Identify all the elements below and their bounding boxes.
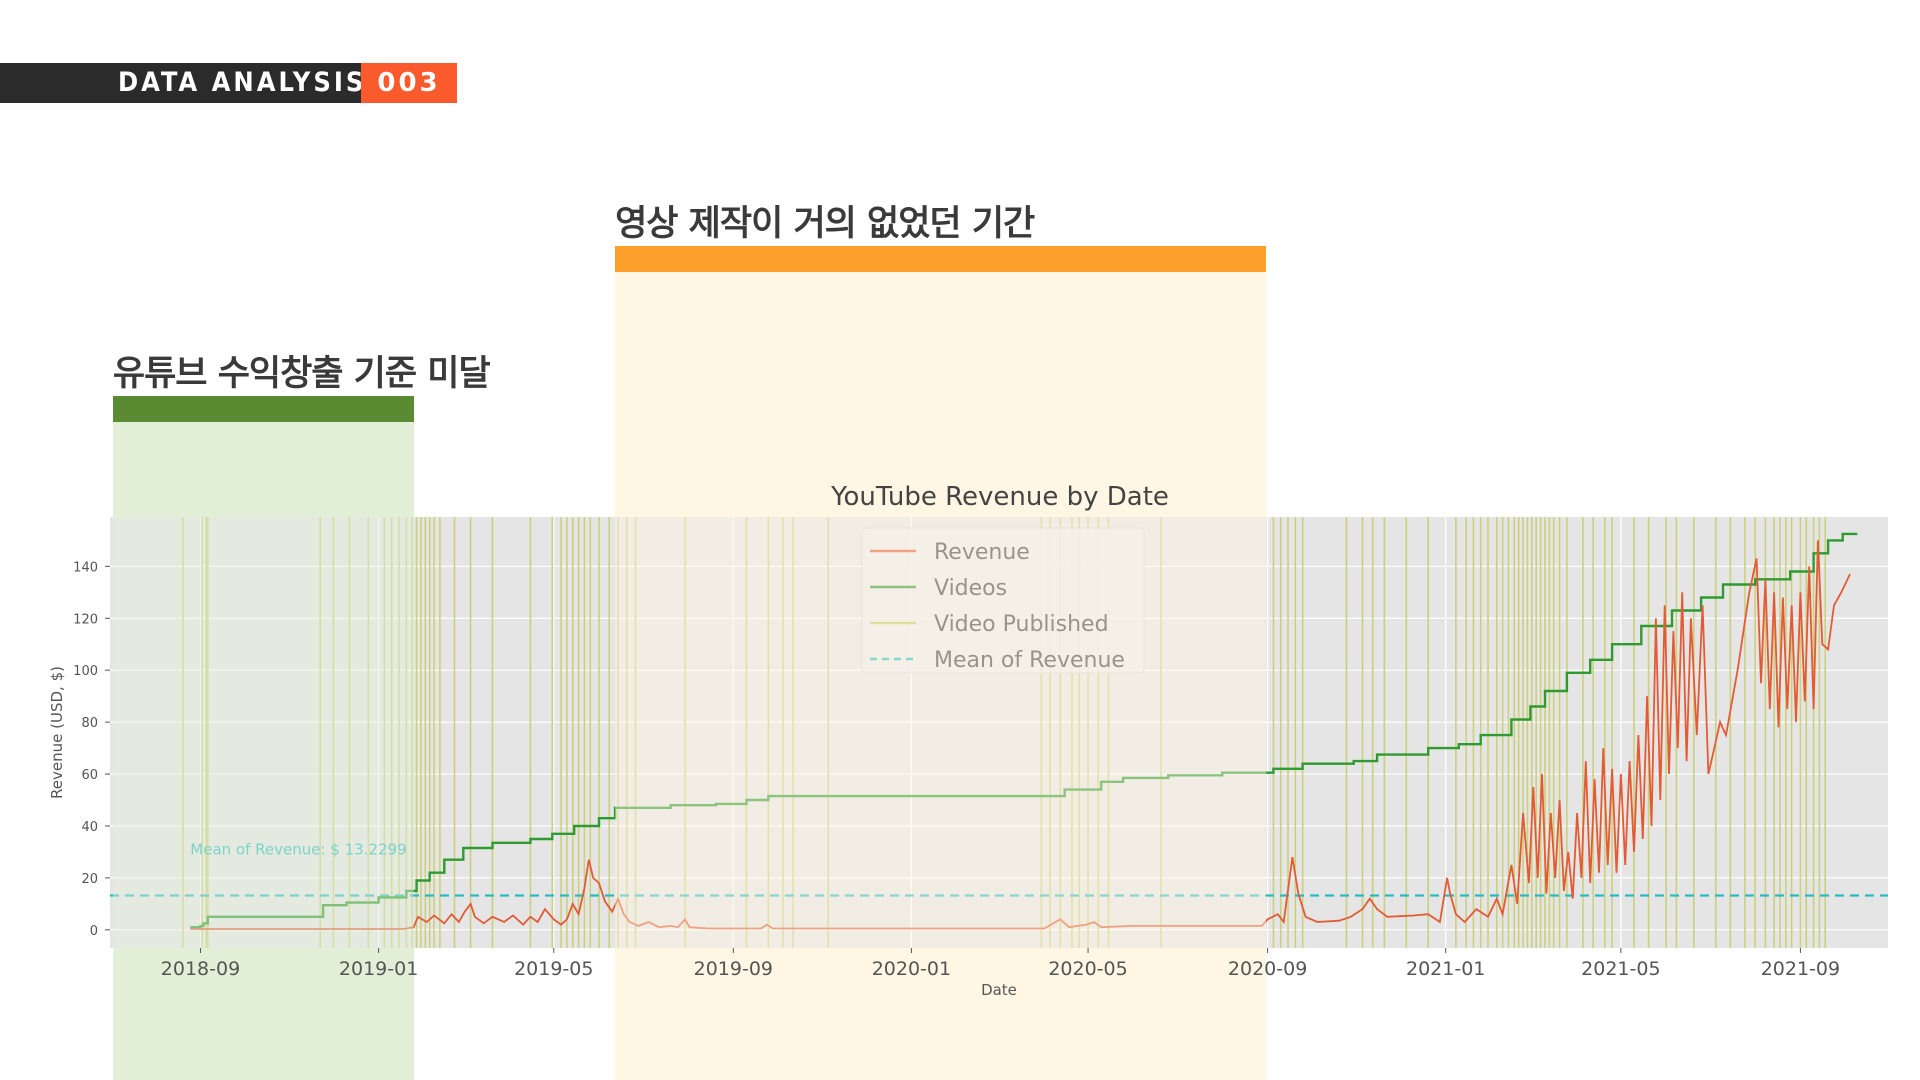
header-bar bbox=[0, 63, 361, 103]
y-axis-label: Revenue (USD, $) bbox=[48, 666, 66, 799]
y-tick-label: 60 bbox=[81, 768, 98, 783]
annotation-overlay-0 bbox=[112, 517, 414, 948]
y-tick-label: 0 bbox=[90, 924, 98, 939]
x-tick-label: 2019-01 bbox=[339, 958, 418, 980]
x-tick-label: 2021-09 bbox=[1761, 958, 1840, 980]
annotation-overlay-1 bbox=[615, 517, 1267, 948]
y-tick-label: 140 bbox=[73, 560, 98, 575]
y-tick-label: 100 bbox=[73, 664, 98, 679]
annotation-bar-no-production bbox=[615, 246, 1267, 272]
videos-series-line bbox=[190, 532, 1858, 929]
legend-videos-label: Videos bbox=[934, 576, 1007, 601]
x-tick-label: 2018-09 bbox=[161, 958, 240, 980]
annotation-title-monetization: 유튜브 수익창출 기준 미달 bbox=[112, 354, 491, 394]
revenue-series-line bbox=[190, 540, 1851, 930]
annotation-bar-monetization bbox=[112, 396, 414, 422]
x-axis-label: Date bbox=[981, 981, 1017, 999]
y-tick-label: 40 bbox=[81, 820, 98, 835]
legend-video-published-label: Video Published bbox=[934, 612, 1109, 637]
x-tick-label: 2020-09 bbox=[1228, 958, 1307, 980]
y-tick-label: 80 bbox=[81, 716, 98, 731]
mean-revenue-label: Mean of Revenue: $ 13.2299 bbox=[190, 840, 406, 858]
x-tick-label: 2019-09 bbox=[694, 958, 773, 980]
y-tick-label: 20 bbox=[81, 872, 98, 887]
legend-mean-revenue-label: Mean of Revenue bbox=[934, 648, 1125, 673]
header-number: 003 bbox=[361, 63, 457, 103]
header-title: DATA ANALYSIS bbox=[118, 67, 367, 98]
y-tick-label: 120 bbox=[73, 612, 98, 627]
x-tick-label: 2020-05 bbox=[1048, 958, 1127, 980]
x-tick-label: 2021-01 bbox=[1406, 958, 1485, 980]
chart-title: YouTube Revenue by Date bbox=[830, 482, 1169, 512]
legend-revenue-label: Revenue bbox=[934, 540, 1030, 565]
x-tick-label: 2021-05 bbox=[1581, 958, 1660, 980]
x-tick-label: 2020-01 bbox=[872, 958, 951, 980]
annotation-title-no-production: 영상 제작이 거의 없었던 기간 bbox=[615, 204, 1035, 244]
x-tick-label: 2019-05 bbox=[514, 958, 593, 980]
legend-box bbox=[861, 527, 1145, 674]
